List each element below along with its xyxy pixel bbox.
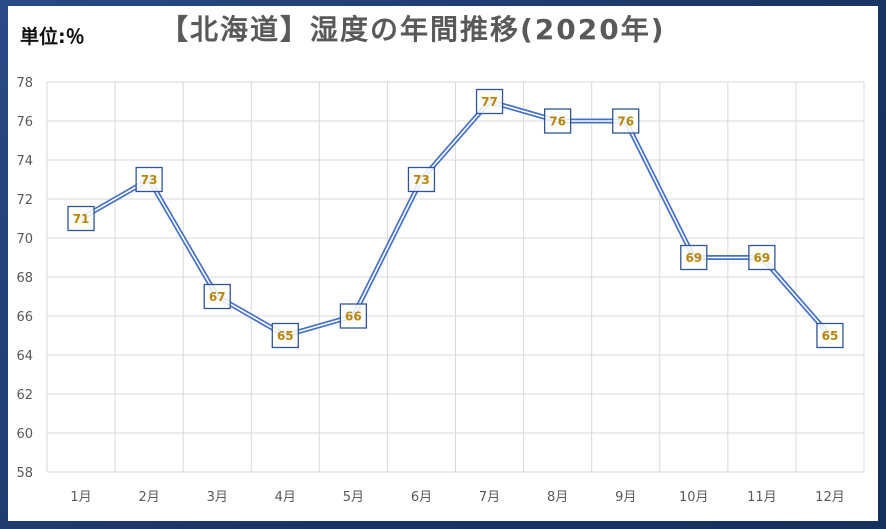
- data-label: 69: [685, 251, 702, 265]
- data-point: [271, 322, 299, 349]
- x-tick-label: 10月: [679, 490, 709, 505]
- data-label: 65: [277, 329, 294, 343]
- data-label: 73: [413, 173, 430, 187]
- y-tick-label: 58: [16, 466, 33, 481]
- data-label: 76: [617, 115, 634, 129]
- data-point: [612, 108, 640, 134]
- y-tick-label: 76: [16, 115, 33, 130]
- x-tick-label: 3月: [207, 490, 228, 505]
- x-tick-label: 12月: [815, 490, 845, 505]
- data-point: [407, 166, 436, 193]
- data-label: 76: [549, 115, 566, 129]
- x-tick-label: 8月: [547, 490, 568, 505]
- data-point: [475, 88, 504, 115]
- chart-title: 【北海道】湿度の年間推移(2020年): [160, 13, 666, 46]
- data-point: [816, 322, 844, 349]
- x-tick-label: 2月: [138, 490, 159, 505]
- y-tick-label: 74: [16, 154, 33, 169]
- x-tick-label: 7月: [479, 490, 500, 505]
- data-point: [203, 283, 231, 310]
- data-point: [67, 205, 95, 232]
- y-tick-label: 68: [16, 271, 33, 286]
- data-point: [135, 166, 163, 193]
- data-label: 77: [481, 95, 498, 109]
- unit-label: 単位:％: [20, 26, 85, 48]
- y-tick-label: 62: [16, 388, 33, 403]
- data-label: 71: [73, 212, 90, 226]
- data-point: [339, 303, 368, 329]
- y-tick-label: 72: [16, 193, 33, 208]
- data-label: 69: [754, 251, 771, 265]
- x-tick-label: 1月: [70, 490, 91, 505]
- y-tick-label: 60: [16, 427, 33, 442]
- x-tick-label: 9月: [615, 490, 636, 505]
- data-label: 73: [141, 173, 158, 187]
- y-tick-label: 70: [16, 232, 33, 247]
- data-point: [680, 244, 708, 271]
- y-tick-label: 78: [16, 76, 33, 91]
- x-tick-label: 6月: [411, 490, 432, 505]
- y-tick-label: 66: [16, 310, 33, 325]
- x-tick-label: 4月: [275, 490, 296, 505]
- y-tick-label: 64: [16, 349, 33, 364]
- data-point: [543, 108, 572, 134]
- data-label: 66: [345, 310, 362, 324]
- data-label: 65: [822, 329, 839, 343]
- data-label: 67: [209, 290, 226, 304]
- data-point: [748, 244, 776, 271]
- x-tick-label: 5月: [343, 490, 364, 505]
- chart-panel: [8, 6, 878, 521]
- x-tick-label: 11月: [747, 490, 777, 505]
